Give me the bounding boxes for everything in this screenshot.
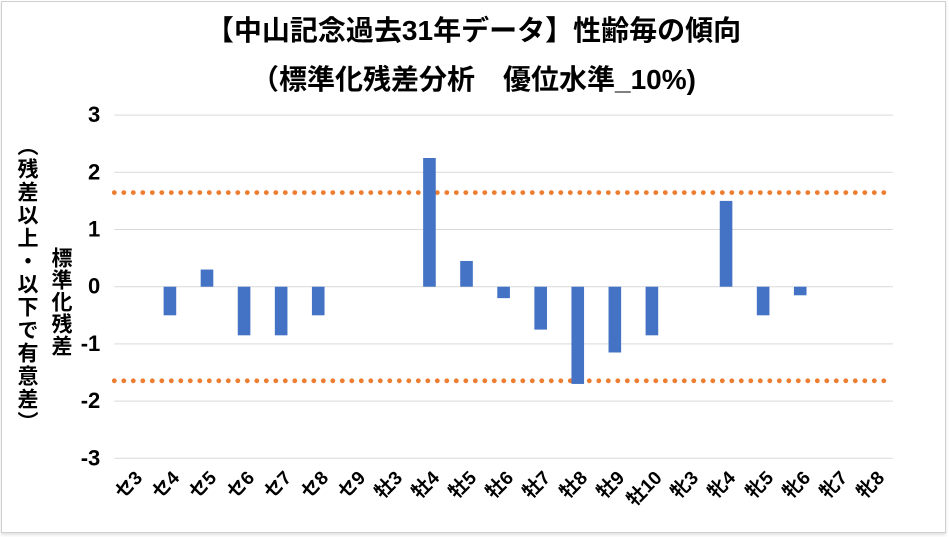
- svg-text:-2: -2: [81, 388, 101, 413]
- svg-text:2: 2: [88, 159, 100, 184]
- svg-text:1: 1: [88, 217, 100, 242]
- svg-text:3: 3: [88, 102, 100, 127]
- svg-text:-3: -3: [81, 445, 101, 470]
- svg-text:-1: -1: [81, 331, 101, 356]
- svg-text:0: 0: [88, 274, 100, 299]
